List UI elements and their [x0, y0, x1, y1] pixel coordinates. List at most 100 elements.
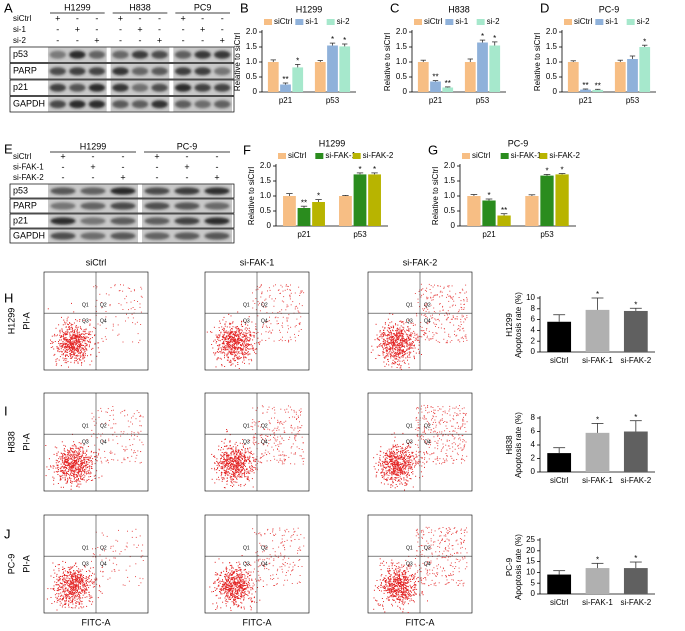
event-dot	[235, 467, 237, 469]
event-dot	[70, 344, 72, 346]
event-dot	[236, 330, 238, 332]
event-dot	[114, 285, 116, 287]
event-dot	[62, 454, 63, 456]
event-dot	[233, 343, 235, 345]
event-dot	[76, 455, 78, 457]
event-dot	[463, 330, 465, 332]
event-dot	[424, 304, 426, 306]
event-dot	[75, 474, 77, 476]
event-dot	[393, 464, 395, 465]
event-dot	[278, 461, 280, 463]
event-dot	[292, 301, 294, 303]
event-dot	[112, 439, 114, 441]
legend-label: si-FAK-2	[363, 151, 394, 160]
event-dot	[406, 450, 408, 452]
event-dot	[235, 461, 237, 463]
event-dot	[378, 469, 379, 471]
event-dot	[236, 328, 238, 330]
event-dot	[72, 324, 74, 326]
event-dot	[221, 326, 223, 328]
event-dot	[412, 322, 414, 324]
event-dot	[234, 347, 236, 349]
event-dot	[397, 464, 399, 466]
event-dot	[235, 332, 237, 334]
event-dot	[78, 355, 80, 357]
y-axis-label: H838	[505, 435, 514, 455]
event-dot	[238, 357, 240, 359]
event-dot	[101, 410, 102, 412]
event-dot	[235, 468, 237, 470]
event-dot	[88, 346, 90, 348]
event-dot	[235, 465, 237, 467]
bar	[339, 46, 351, 92]
event-dot	[450, 296, 452, 298]
event-dot	[98, 342, 100, 344]
treatment-sign: -	[201, 35, 204, 45]
event-dot	[273, 433, 275, 435]
event-dot	[243, 456, 245, 458]
event-dot	[83, 459, 85, 461]
blot-band	[69, 67, 86, 76]
event-dot	[59, 334, 61, 336]
event-dot	[396, 477, 398, 479]
event-dot	[406, 329, 408, 331]
event-dot	[422, 288, 424, 290]
event-dot	[273, 300, 275, 302]
event-dot	[77, 461, 79, 463]
event-dot	[84, 459, 86, 461]
treatment-sign: -	[95, 13, 98, 23]
event-dot	[412, 332, 414, 334]
y-tick-label: 6	[531, 427, 536, 436]
blot-band	[110, 232, 136, 240]
quadrant-label: Q3	[406, 318, 413, 324]
event-dot	[86, 458, 88, 460]
event-dot	[250, 334, 251, 335]
event-dot	[223, 478, 225, 480]
event-dot	[288, 456, 290, 458]
event-dot	[104, 450, 106, 452]
y-tick-label: 2.0	[260, 161, 272, 170]
event-dot	[252, 339, 254, 341]
event-dot	[133, 450, 135, 452]
event-dot	[70, 450, 72, 452]
event-dot	[56, 455, 58, 457]
event-dot	[220, 347, 222, 349]
event-dot	[300, 290, 302, 292]
event-dot	[231, 454, 233, 456]
event-dot	[299, 324, 301, 325]
event-dot	[77, 348, 79, 350]
event-dot	[228, 335, 230, 336]
event-dot	[396, 336, 398, 338]
event-dot	[252, 300, 254, 302]
event-dot	[412, 324, 414, 326]
event-dot	[294, 438, 296, 440]
blot-band	[151, 67, 168, 76]
legend-swatch	[462, 153, 470, 159]
event-dot	[80, 460, 82, 462]
event-dot	[83, 444, 85, 446]
event-dot	[294, 435, 296, 436]
event-dot	[391, 351, 393, 353]
event-dot	[56, 346, 58, 347]
event-dot	[380, 446, 382, 448]
event-dot	[234, 481, 236, 483]
event-dot	[226, 349, 228, 351]
event-dot	[406, 345, 407, 347]
event-dot	[53, 477, 55, 479]
event-dot	[300, 455, 302, 457]
event-dot	[238, 469, 240, 470]
event-dot	[68, 462, 70, 464]
event-dot	[81, 460, 83, 462]
event-dot	[288, 328, 289, 330]
event-dot	[389, 337, 391, 338]
event-dot	[261, 292, 263, 294]
event-dot	[387, 327, 389, 329]
event-dot	[118, 303, 120, 304]
event-dot	[402, 336, 404, 338]
event-dot	[449, 306, 451, 308]
event-dot	[393, 337, 395, 339]
event-dot	[231, 458, 233, 460]
bar	[430, 81, 441, 92]
event-dot	[459, 341, 461, 343]
event-dot	[404, 465, 406, 467]
